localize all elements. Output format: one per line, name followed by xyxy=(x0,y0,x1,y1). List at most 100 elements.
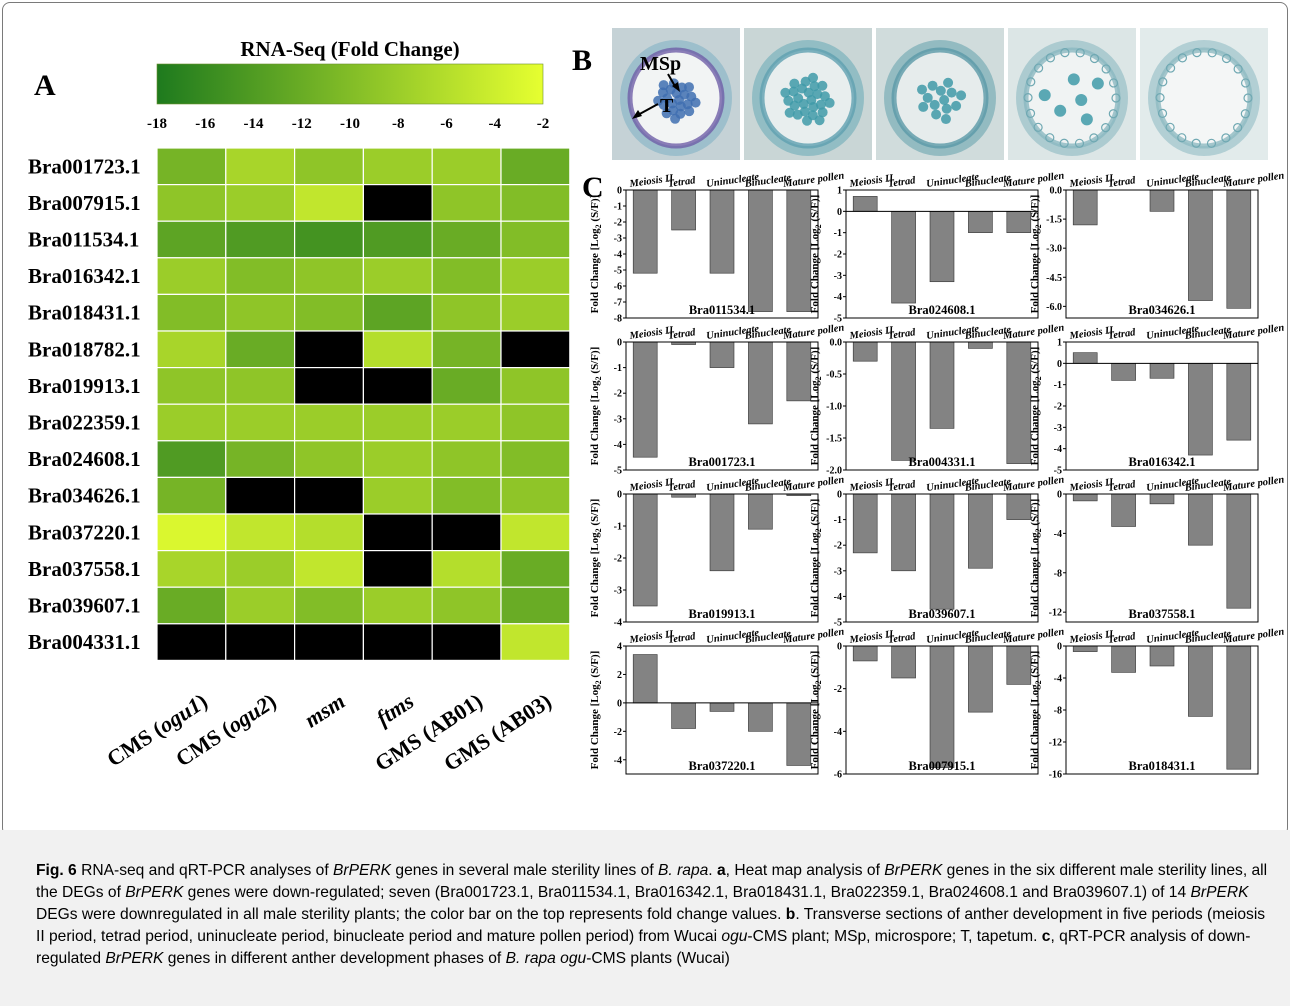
gene-label: Bra037220.1 xyxy=(688,759,755,773)
y-tick-label: -1.5 xyxy=(1046,215,1062,226)
y-tick-label: -1.5 xyxy=(826,434,842,445)
bar xyxy=(1188,645,1213,717)
heatmap-cell xyxy=(294,513,365,552)
y-tick-label: -3 xyxy=(834,271,842,282)
bar xyxy=(929,341,955,429)
heatmap-cell xyxy=(431,220,502,259)
row-label: Bra001723.1 xyxy=(28,154,141,178)
microspore xyxy=(946,87,957,98)
y-tick-label: 0 xyxy=(617,338,622,349)
wall-cell xyxy=(1101,64,1111,74)
y-tick-label: -2 xyxy=(1054,402,1062,413)
bar xyxy=(786,702,812,766)
heatmap-cell xyxy=(500,549,571,588)
heatmap-cell xyxy=(294,330,365,369)
y-tick-label: 1 xyxy=(837,186,842,197)
y-tick-label: -1 xyxy=(614,522,622,533)
y-tick-label: -2 xyxy=(614,389,622,400)
microspore xyxy=(943,77,954,88)
y-axis-label: Fold Change [Log2 (S/F)] xyxy=(589,499,603,618)
y-axis-label: Fold Change [Log2 (S/F)] xyxy=(809,195,823,314)
y-axis-label: Fold Change [Log2 (S/F)] xyxy=(589,195,603,314)
microspore xyxy=(812,89,823,100)
heatmap-cell xyxy=(362,293,433,332)
caption-label: Fig. 6 xyxy=(36,862,77,879)
microspore xyxy=(922,92,933,103)
heatmap-cell xyxy=(225,184,296,222)
bar xyxy=(1072,645,1098,652)
y-tick-label: -4 xyxy=(834,727,842,738)
bar xyxy=(1072,352,1098,364)
heatmap-cell xyxy=(294,184,365,222)
row-label: Bra018782.1 xyxy=(28,337,141,361)
row-label: Bra034626.1 xyxy=(28,484,141,508)
row-label: Bra037558.1 xyxy=(28,557,141,581)
bar xyxy=(1188,363,1213,456)
y-tick-label: -6 xyxy=(614,282,622,293)
microspore xyxy=(824,97,835,108)
microspore xyxy=(658,80,669,91)
colorbar-tick-3: -12 xyxy=(292,116,312,132)
y-tick-label: -12 xyxy=(1049,738,1062,749)
category-label: Mature pollen xyxy=(781,170,845,190)
category-label: Tetrad xyxy=(1107,175,1137,190)
microspore xyxy=(800,76,811,87)
heatmap-cell xyxy=(431,403,502,442)
microspore xyxy=(1038,89,1051,102)
bar xyxy=(632,493,658,607)
y-tick-label: -1 xyxy=(834,515,842,526)
bar xyxy=(968,341,993,349)
heatmap-cell xyxy=(294,257,365,295)
wall-cell xyxy=(1026,77,1036,87)
heatmap-cell xyxy=(500,184,571,222)
y-tick-label: 2 xyxy=(617,670,622,681)
heatmap-cell xyxy=(431,586,502,625)
wall-cell xyxy=(1101,123,1111,133)
bar xyxy=(891,211,916,304)
column-label: ftms xyxy=(372,688,418,730)
microspore xyxy=(1080,113,1093,126)
microspore xyxy=(661,108,672,119)
bar xyxy=(1188,493,1213,546)
microspore xyxy=(817,107,828,118)
y-tick-label: -8 xyxy=(614,314,622,325)
figure-caption: Fig. 6 RNA-seq and qRT-PCR analyses of B… xyxy=(36,860,1271,970)
microspore xyxy=(815,99,826,110)
bar xyxy=(891,341,916,461)
y-tick-label: 0.0 xyxy=(830,338,843,349)
bar xyxy=(748,702,773,732)
annotation-t: T xyxy=(660,95,674,117)
heatmap-cell xyxy=(294,586,365,625)
heatmap-cell xyxy=(362,403,433,442)
microspore xyxy=(690,97,701,108)
y-tick-label: -4 xyxy=(1054,529,1062,540)
y-axis-label: Fold Change [Log2 (S/F)] xyxy=(589,651,603,770)
micrograph-5 xyxy=(1140,28,1268,160)
row-label: Bra011534.1 xyxy=(28,228,139,252)
heatmap-cell xyxy=(431,293,502,332)
microspore xyxy=(814,115,825,126)
gene-label: Bra007915.1 xyxy=(908,759,975,773)
bar xyxy=(1188,189,1213,301)
category-label: Mature pollen xyxy=(781,474,845,494)
y-tick-label: -2 xyxy=(834,684,842,695)
microspore xyxy=(802,115,813,126)
bar xyxy=(1111,363,1136,381)
y-tick-label: -12 xyxy=(1049,608,1062,619)
heatmap-cell xyxy=(294,403,365,442)
y-tick-label: -4 xyxy=(614,440,622,451)
heatmap-cell xyxy=(225,257,296,295)
bar xyxy=(786,189,812,312)
y-tick-label: -6 xyxy=(834,770,842,781)
micrograph-3 xyxy=(876,28,1004,160)
y-tick-label: 0 xyxy=(1057,359,1062,370)
row-label: Bra004331.1 xyxy=(28,630,141,654)
bar xyxy=(929,645,955,768)
heatmap-cell xyxy=(431,257,502,295)
tapetum-layer xyxy=(1155,47,1253,149)
y-axis-label: Fold Change [Log2 (S/F)] xyxy=(1029,347,1043,466)
wall-cell xyxy=(1207,48,1217,58)
heatmap-cell xyxy=(362,220,433,259)
